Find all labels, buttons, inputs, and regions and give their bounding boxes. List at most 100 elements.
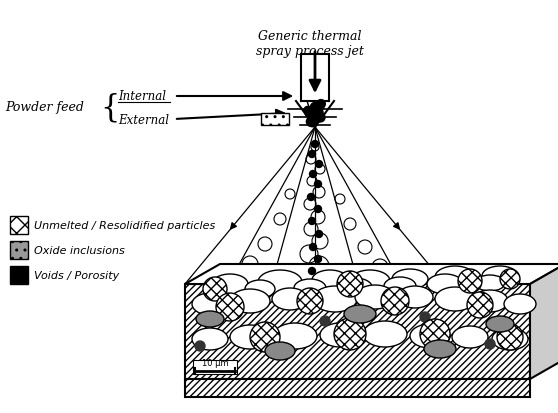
Circle shape [337,271,363,297]
Circle shape [310,171,316,178]
Ellipse shape [452,326,488,348]
Circle shape [311,103,319,112]
Bar [261,114,289,126]
Ellipse shape [355,285,395,309]
Circle shape [315,206,321,213]
Ellipse shape [486,316,514,332]
Circle shape [315,161,323,168]
Polygon shape [530,264,558,379]
Ellipse shape [338,278,372,296]
Ellipse shape [472,290,508,312]
Ellipse shape [212,274,248,294]
Circle shape [306,118,316,127]
Circle shape [485,339,495,349]
Ellipse shape [196,311,224,327]
Text: Unmelted / Resolidified particles: Unmelted / Resolidified particles [34,221,215,230]
Text: Powder feed: Powder feed [5,100,84,113]
Circle shape [309,112,318,121]
Circle shape [458,269,482,293]
Ellipse shape [313,286,357,312]
Ellipse shape [192,293,228,315]
Ellipse shape [192,328,228,350]
Ellipse shape [424,340,456,358]
Circle shape [317,100,325,109]
Circle shape [304,107,311,115]
Circle shape [312,114,321,123]
Circle shape [307,194,315,201]
Circle shape [203,277,227,301]
Circle shape [334,318,366,350]
Ellipse shape [230,289,270,313]
Ellipse shape [504,294,536,314]
Circle shape [467,292,493,318]
Ellipse shape [320,323,360,347]
Circle shape [315,256,321,263]
Ellipse shape [435,266,475,288]
Text: Voids / Porosity: Voids / Porosity [34,271,119,280]
Ellipse shape [363,321,407,347]
Circle shape [309,151,315,158]
Circle shape [315,102,324,111]
Circle shape [308,118,317,126]
Ellipse shape [273,323,317,349]
Circle shape [307,107,319,119]
Bar [10,266,28,284]
Circle shape [310,105,318,113]
Ellipse shape [265,342,295,360]
Text: External: External [118,113,169,126]
Circle shape [309,114,318,124]
Circle shape [312,107,322,116]
Circle shape [312,108,323,119]
Circle shape [315,231,323,238]
Circle shape [316,114,325,123]
Circle shape [497,324,523,350]
Circle shape [305,110,312,117]
Text: Generic thermal
spray process jet: Generic thermal spray process jet [256,30,364,58]
Circle shape [307,117,316,126]
Text: Oxide inclusions: Oxide inclusions [34,245,125,255]
Text: {: { [100,92,119,123]
Circle shape [420,319,450,349]
Circle shape [315,181,321,188]
Circle shape [320,316,330,326]
Bar [10,216,28,235]
Ellipse shape [410,324,450,348]
Ellipse shape [350,271,390,292]
Ellipse shape [258,271,302,294]
Circle shape [381,287,409,315]
Circle shape [310,244,316,251]
Bar [185,284,530,379]
Ellipse shape [312,271,348,290]
Ellipse shape [427,274,463,294]
Circle shape [420,312,430,322]
Ellipse shape [492,328,528,350]
Ellipse shape [397,286,433,308]
Text: Internal: Internal [118,90,166,103]
Circle shape [309,218,315,225]
Circle shape [308,118,318,127]
Bar [185,379,530,397]
Circle shape [500,269,520,289]
Circle shape [311,141,319,148]
Bar [10,242,28,259]
Bar [193,360,237,374]
Ellipse shape [344,305,376,323]
Circle shape [297,288,323,314]
Circle shape [195,341,205,351]
Ellipse shape [435,287,475,311]
Ellipse shape [482,266,518,286]
Circle shape [309,268,315,275]
Circle shape [216,293,244,321]
Ellipse shape [392,269,428,289]
Ellipse shape [230,325,270,349]
Ellipse shape [272,288,308,310]
Ellipse shape [294,279,326,297]
Polygon shape [185,264,558,284]
Ellipse shape [475,275,505,291]
Ellipse shape [245,280,275,298]
Circle shape [250,322,280,352]
Ellipse shape [384,277,416,295]
Bar [185,284,530,379]
Text: 10 μm: 10 μm [201,358,228,367]
Circle shape [308,112,320,123]
